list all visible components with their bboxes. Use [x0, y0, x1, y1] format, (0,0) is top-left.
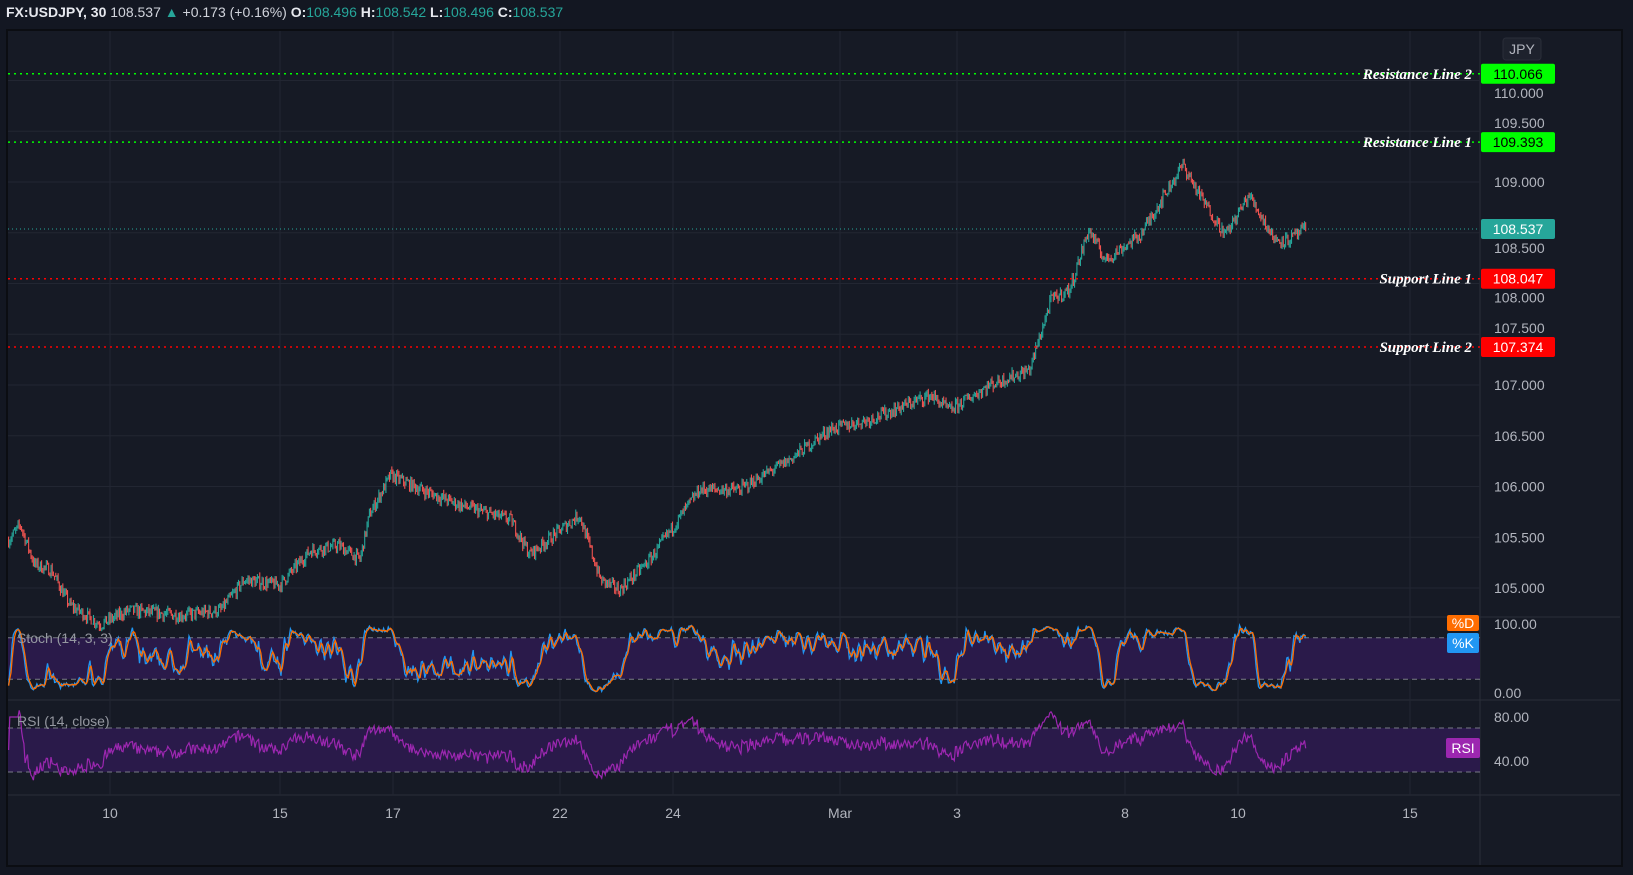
triangle-up-icon: ▲: [164, 4, 179, 20]
time-tick-label: 10: [1230, 805, 1246, 821]
close-label: C:: [497, 4, 513, 20]
high-label: H:: [360, 4, 376, 20]
rsi-tick-label: 80.00: [1494, 709, 1529, 725]
price-tick-label: 108.000: [1494, 290, 1545, 306]
price-tick-label: 107.000: [1494, 377, 1545, 393]
rsi-tag-label: RSI: [1451, 740, 1474, 756]
stoch-tick-label: 0.00: [1494, 685, 1521, 701]
symbol-name[interactable]: FX:USDJPY, 30: [6, 4, 107, 20]
level-price-label: 110.066: [1493, 66, 1543, 82]
current-price-label: 108.537: [1493, 221, 1544, 237]
price-tick-label: 105.000: [1494, 580, 1545, 596]
rsi-line: [8, 710, 1307, 781]
price-tick-label: 107.500: [1494, 320, 1545, 336]
stoch-d-label: %D: [1452, 615, 1475, 631]
stoch-k-tag: [1447, 633, 1479, 653]
stoch-d-line: [7, 625, 1306, 692]
price-tick-label: 108.500: [1494, 240, 1545, 256]
level-label: Support Line 2: [1379, 340, 1472, 356]
close-value: 108.537: [512, 4, 564, 20]
price-tick-label: 106.500: [1494, 428, 1545, 444]
level-label: Resistance Line 1: [1362, 135, 1472, 151]
current-price-tag: [1481, 218, 1555, 239]
level-price-label: 107.374: [1493, 339, 1544, 355]
level-label: Resistance Line 2: [1362, 67, 1473, 83]
low-value: 108.496: [443, 4, 494, 20]
stoch-title: Stoch (14, 3, 3): [17, 630, 113, 646]
stoch-d-tag: [1447, 615, 1479, 631]
time-tick-label: 15: [272, 805, 288, 821]
rsi-title: RSI (14, close): [17, 713, 110, 729]
level-price-tag: [1481, 337, 1555, 358]
price-tick-label: 109.000: [1494, 174, 1545, 190]
stoch-k-label: %K: [1452, 635, 1474, 651]
level-price-tag: [1481, 268, 1555, 289]
time-tick-label: Mar: [828, 805, 852, 821]
price-change: +0.173 (+0.16%): [182, 4, 287, 20]
candles: [8, 158, 1307, 632]
time-tick-label: 15: [1402, 805, 1418, 821]
stoch-tick-label: 100.00: [1494, 616, 1537, 632]
level-price-tag: [1481, 63, 1555, 84]
last-price: 108.537: [110, 4, 161, 20]
chart-frame[interactable]: [6, 29, 1623, 867]
price-tick-label: 110.000: [1494, 85, 1544, 101]
level-label: Support Line 1: [1379, 272, 1472, 288]
time-tick-label: 22: [552, 805, 568, 821]
price-tick-label: 105.500: [1494, 529, 1545, 545]
time-tick-label: 10: [102, 805, 118, 821]
price-tick-label: 106.000: [1494, 479, 1545, 495]
open-label: O:: [290, 4, 307, 20]
open-value: 108.496: [306, 4, 357, 20]
level-price-label: 109.393: [1493, 134, 1544, 150]
currency-button[interactable]: [1502, 37, 1542, 61]
currency-label: JPY: [1509, 41, 1535, 57]
price-tick-label: 109.500: [1494, 115, 1545, 131]
low-label: L:: [430, 4, 444, 20]
time-tick-label: 17: [385, 805, 401, 821]
level-price-tag: [1481, 132, 1555, 153]
rsi-tick-label: 40.00: [1494, 753, 1529, 769]
rsi-tag: [1446, 738, 1480, 758]
rsi-band: [8, 728, 1480, 772]
time-tick-label: 3: [953, 805, 961, 821]
high-value: 108.542: [375, 4, 427, 20]
time-tick-label: 8: [1121, 805, 1129, 821]
symbol-header: FX:USDJPY, 30 108.537 ▲ +0.173 (+0.16%) …: [6, 4, 563, 20]
level-price-label: 108.047: [1493, 271, 1544, 287]
time-tick-label: 24: [665, 805, 681, 821]
